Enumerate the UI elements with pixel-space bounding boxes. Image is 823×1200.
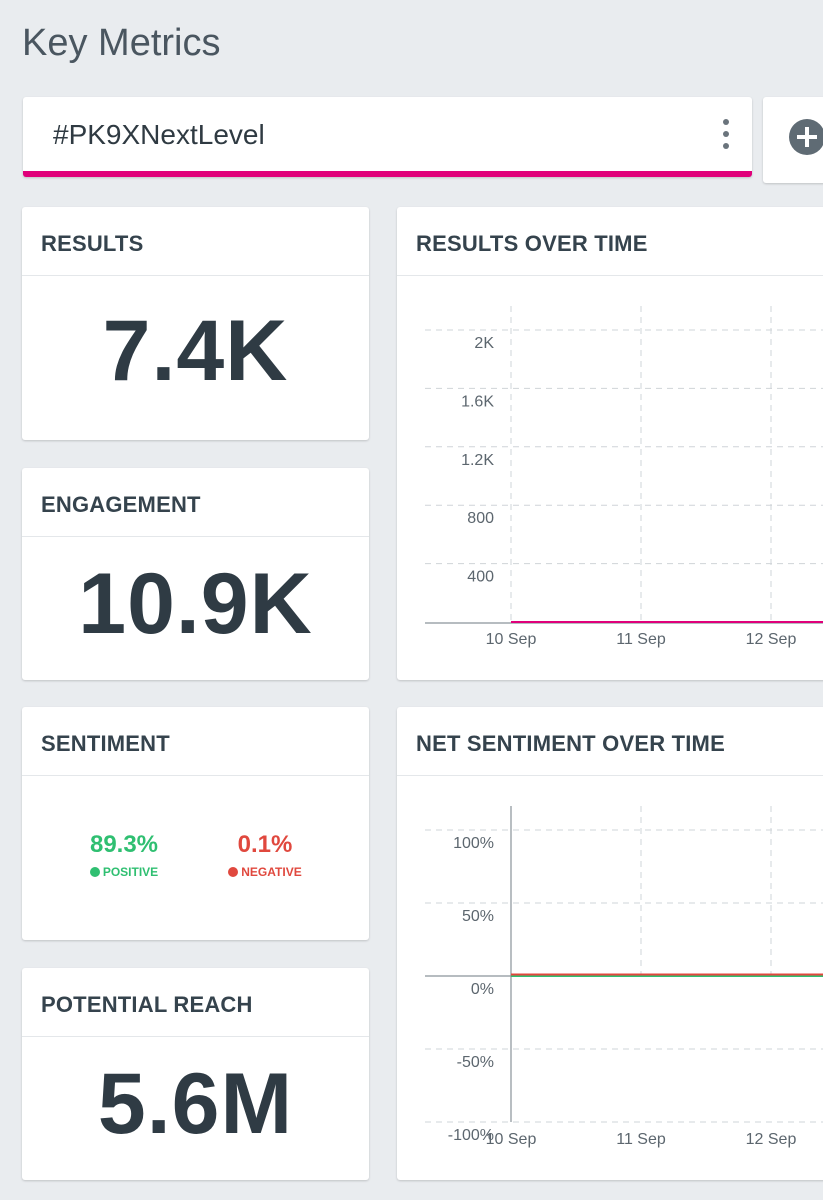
y-tick-label: 800	[467, 510, 494, 527]
plus-circle-icon[interactable]	[789, 119, 823, 155]
sentiment-card: SENTIMENT 89.3% POSITIVE 0.1% NEGATIVE	[22, 707, 369, 940]
y-tick-label: 1.6K	[461, 393, 494, 410]
y-tick-label: -100%	[448, 1127, 494, 1144]
results-over-time-card: RESULTS OVER TIME 2K 1.6K 1.2K 800 400 10 Sep…	[397, 207, 823, 680]
engagement-value: 10.9K	[78, 556, 313, 652]
positive-label: POSITIVE	[102, 865, 159, 879]
query-label[interactable]: #PK9XNextLevel	[53, 119, 265, 150]
x-tick-label: 11 Sep	[616, 631, 666, 648]
negative-value: 0.1%	[237, 831, 293, 858]
x-tick-label: 11 Sep	[616, 1131, 666, 1148]
results-over-time-chart: 2K 1.6K 1.2K 800 400 10 Sep 11 Sep 12 Sep	[425, 306, 823, 648]
page-title: Key Metrics	[22, 22, 221, 64]
results-over-time-title: RESULTS OVER TIME	[397, 207, 823, 276]
reach-title: POTENTIAL REACH	[22, 968, 369, 1037]
engagement-card: ENGAGEMENT 10.9K	[22, 468, 369, 680]
kebab-menu-icon[interactable]	[722, 119, 730, 153]
positive-sentiment: 89.3% POSITIVE	[74, 831, 174, 879]
results-value: 7.4K	[102, 303, 289, 399]
add-query-button[interactable]	[763, 97, 823, 183]
y-tick-label: -50%	[457, 1054, 494, 1071]
y-tick-label: 1.2K	[461, 452, 494, 469]
smile-icon	[89, 867, 100, 877]
sentiment-title: SENTIMENT	[22, 707, 369, 776]
y-tick-label: 2K	[474, 335, 494, 352]
y-tick-label: 50%	[462, 908, 494, 925]
results-card: RESULTS 7.4K	[22, 207, 369, 440]
y-tick-label: 100%	[453, 835, 494, 852]
net-sentiment-chart: 100% 50% 0% -50% -100%10 Sep 11 Sep 12 Sep	[425, 806, 823, 1148]
x-tick-label: 12 Sep	[746, 1131, 797, 1148]
frown-icon	[228, 867, 239, 877]
query-tab[interactable]: #PK9XNextLevel	[23, 97, 752, 177]
x-tick-label: 12 Sep	[746, 631, 797, 648]
results-title: RESULTS	[22, 207, 369, 276]
y-tick-label: 0%	[471, 981, 494, 998]
net-sentiment-card: NET SENTIMENT OVER TIME 100% 50% 0% -50% -10…	[397, 707, 823, 1180]
x-tick-label: 10 Sep	[486, 631, 537, 648]
x-tick-label: 10 Sep	[486, 1131, 537, 1148]
y-tick-label: 400	[467, 569, 494, 586]
net-sentiment-title: NET SENTIMENT OVER TIME	[397, 707, 823, 776]
negative-sentiment: 0.1% NEGATIVE	[220, 831, 310, 879]
reach-value: 5.6M	[97, 1056, 294, 1152]
negative-label: NEGATIVE	[241, 865, 302, 879]
engagement-title: ENGAGEMENT	[22, 468, 369, 537]
reach-card: POTENTIAL REACH 5.6M	[22, 968, 369, 1180]
positive-value: 89.3%	[89, 831, 159, 858]
